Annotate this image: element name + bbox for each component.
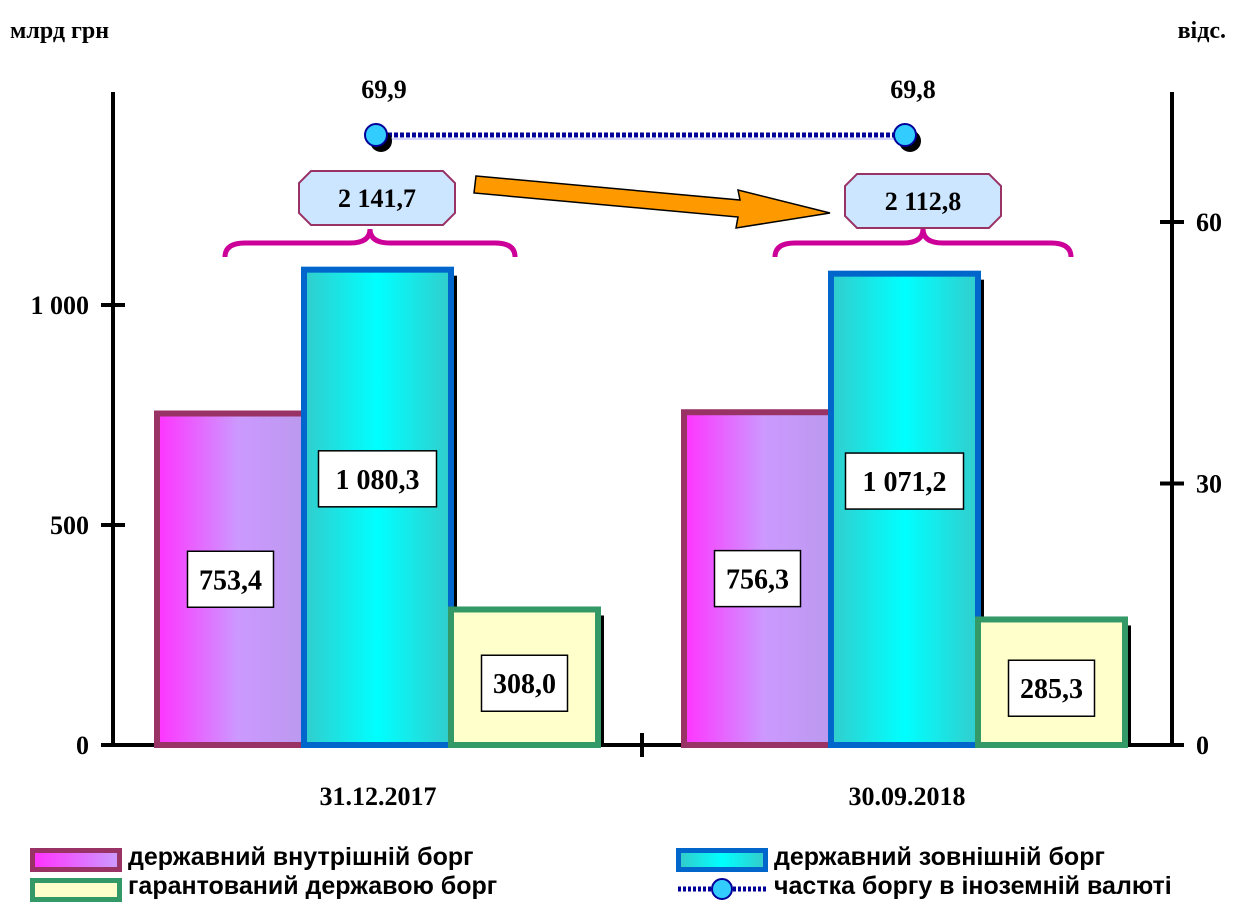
total-box xyxy=(844,173,1002,229)
data-label: 285,3 xyxy=(1020,674,1083,705)
line-data-label: 69,9 xyxy=(361,75,407,104)
y-right-tick-label: 60 xyxy=(1196,208,1222,237)
y-right-axis-title: відс. xyxy=(1178,18,1226,44)
data-label-box xyxy=(1007,659,1096,717)
bars-group: 753,4 1 080,3 308,0 756,3 1 071,2 285,3 xyxy=(154,266,1131,749)
trend-arrow xyxy=(473,175,831,229)
y-left-tick-label: 0 xyxy=(76,731,89,760)
line-series-group: 69,9 69,8 xyxy=(361,75,936,152)
legend-swatch-guaranteed xyxy=(30,878,122,902)
data-label-box xyxy=(317,450,438,508)
legend-label-foreign-share: частка боргу в іноземній валюті xyxy=(774,872,1172,900)
line-marker xyxy=(893,123,917,147)
data-label-box xyxy=(186,550,275,609)
total-box xyxy=(298,170,456,226)
total-label: 2 112,8 xyxy=(885,187,962,216)
data-label-box xyxy=(713,549,802,608)
y-right-tick-label: 30 xyxy=(1196,470,1222,499)
legend-label-guaranteed: гарантований державою борг xyxy=(128,872,498,900)
line-marker xyxy=(364,123,388,147)
data-label: 1 071,2 xyxy=(863,467,947,498)
data-label-box xyxy=(844,452,965,510)
legend-swatch-external xyxy=(676,848,768,872)
data-label: 753,4 xyxy=(199,565,262,596)
x-tick-label: 31.12.2017 xyxy=(320,782,437,811)
x-tick-label: 30.09.2018 xyxy=(849,782,966,811)
total-label: 2 141,7 xyxy=(338,184,416,213)
total-brace xyxy=(222,228,518,258)
total-brace xyxy=(772,228,1074,258)
legend-swatch-domestic xyxy=(30,848,122,872)
legend-label-external: державний зовнішній борг xyxy=(774,843,1105,871)
data-label: 1 080,3 xyxy=(336,465,420,496)
y-left-axis-title: млрд грн xyxy=(10,18,109,44)
data-label: 756,3 xyxy=(726,565,789,596)
legend-swatch-foreign-share xyxy=(678,878,766,900)
line-data-label: 69,8 xyxy=(890,75,936,104)
legend-label-domestic: державний внутрішній борг xyxy=(128,843,474,871)
data-label: 308,0 xyxy=(493,669,556,700)
y-left-tick-label: 500 xyxy=(50,511,89,540)
data-label-box xyxy=(480,654,569,712)
annotations-group: 2 141,7 2 112,8 xyxy=(222,170,1074,258)
y-right-tick-label: 0 xyxy=(1196,731,1209,760)
y-left-tick-label: 1 000 xyxy=(31,291,90,320)
